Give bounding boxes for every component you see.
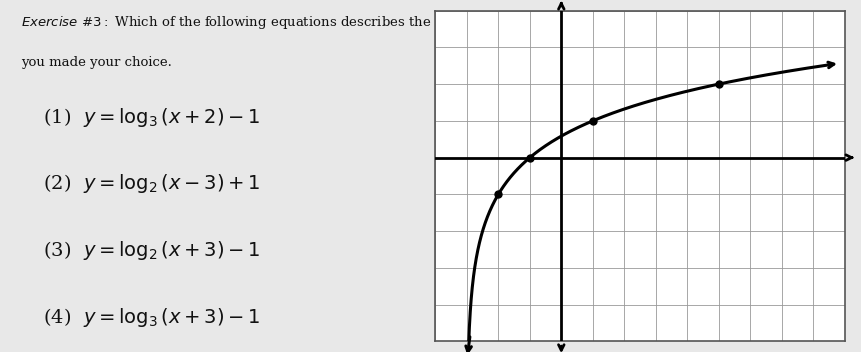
Text: you made your choice.: you made your choice. bbox=[22, 56, 172, 69]
Text: $\bf{\it{Exercise\ \#3:}}$ Which of the following equations describes the graph : $\bf{\it{Exercise\ \#3:}}$ Which of the … bbox=[22, 14, 719, 31]
Text: (2)  $y=\log_2(x-3)+1$: (2) $y=\log_2(x-3)+1$ bbox=[43, 172, 260, 195]
Text: (4)  $y=\log_3(x+3)-1$: (4) $y=\log_3(x+3)-1$ bbox=[43, 306, 260, 329]
Text: (3)  $y=\log_2(x+3)-1$: (3) $y=\log_2(x+3)-1$ bbox=[43, 239, 260, 262]
Text: (1)  $y=\log_3(x+2)-1$: (1) $y=\log_3(x+2)-1$ bbox=[43, 106, 260, 128]
